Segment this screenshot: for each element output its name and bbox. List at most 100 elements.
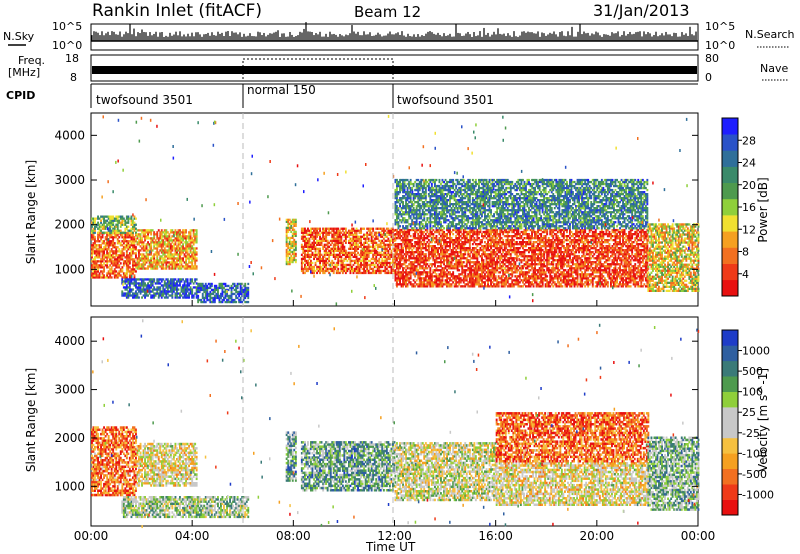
- heatmap-cell: [109, 223, 112, 226]
- heatmap-cell: [192, 265, 195, 268]
- heatmap-cell: [194, 278, 197, 281]
- heatmap-cell: [144, 290, 146, 293]
- heatmap-cell: [172, 239, 175, 242]
- heatmap-cell: [334, 227, 337, 230]
- heatmap-cell: [110, 217, 113, 220]
- heatmap-cell: [154, 241, 157, 244]
- heatmap-cell: [502, 241, 505, 244]
- heatmap-cell: [121, 215, 124, 218]
- heatmap-cell: [287, 220, 290, 223]
- heatmap-cell: [142, 265, 145, 268]
- heatmap-cell: [163, 229, 166, 232]
- heatmap-cell: [204, 300, 207, 304]
- heatmap-cell: [213, 290, 216, 294]
- heatmap-cell: [417, 269, 420, 272]
- heatmap-cell: [156, 231, 159, 234]
- heatmap-cell: [128, 262, 131, 265]
- heatmap-cell: [200, 282, 203, 286]
- heatmap-cell: [406, 265, 409, 268]
- heatmap-cell: [392, 261, 394, 265]
- heatmap-cell: [110, 248, 113, 251]
- heatmap-cell: [182, 292, 184, 295]
- heatmap-cell: [331, 233, 334, 236]
- heatmap-cell: [191, 288, 194, 291]
- heatmap-cell: [338, 253, 341, 256]
- heatmap-cell: [165, 251, 168, 254]
- heatmap-cell: [168, 235, 171, 238]
- heatmap-cell: [191, 267, 194, 270]
- heatmap-cell: [172, 257, 175, 260]
- heatmap-cell: [144, 239, 146, 242]
- heatmap-cell: [133, 225, 136, 228]
- heatmap-cell: [335, 265, 338, 269]
- heatmap-cell: [443, 269, 445, 272]
- heatmap-cell: [183, 284, 186, 287]
- heatmap-cell: [109, 244, 112, 247]
- heatmap-cell: [172, 284, 175, 287]
- heatmap-cell: [204, 282, 207, 286]
- heatmap-cell: [236, 290, 239, 294]
- heatmap-cell: [136, 259, 139, 262]
- heatmap-cell: [118, 215, 121, 218]
- heatmap-cell: [101, 272, 104, 275]
- heatmap-cell: [172, 261, 175, 264]
- heatmap-cell: [159, 237, 162, 240]
- heatmap-cell: [387, 237, 390, 240]
- heatmap-cell: [195, 247, 198, 250]
- heatmap-cell: [373, 251, 376, 254]
- heatmap-cell: [141, 243, 143, 246]
- heatmap-cell: [127, 280, 130, 283]
- heatmap-cell: [509, 255, 512, 258]
- heatmap-cell: [133, 292, 136, 295]
- heatmap-cell: [166, 243, 169, 246]
- heatmap-cell: [361, 263, 364, 267]
- heatmap-cell: [300, 231, 303, 234]
- heatmap-cell: [471, 265, 474, 268]
- heatmap-cell: [218, 294, 221, 298]
- heatmap-cell: [107, 234, 110, 237]
- heatmap-cell: [224, 288, 227, 292]
- heatmap-cell: [323, 231, 326, 234]
- heatmap-cell: [98, 260, 101, 263]
- heatmap-cell: [366, 253, 369, 256]
- heatmap-cell: [179, 235, 181, 238]
- heatmap-cell: [125, 272, 128, 275]
- heatmap-cell: [348, 251, 350, 254]
- heatmap-cell: [325, 253, 328, 256]
- heatmap-cell: [326, 251, 329, 254]
- heatmap-cell: [456, 267, 459, 270]
- heatmap-cell: [171, 280, 174, 283]
- heatmap-cell: [165, 231, 168, 234]
- heatmap-cell: [499, 263, 502, 266]
- heatmap-cell: [311, 243, 314, 246]
- heatmap-cell: [118, 258, 121, 261]
- heatmap-cell: [103, 248, 105, 251]
- heatmap-cell: [94, 262, 96, 265]
- heatmap-cell: [139, 292, 142, 295]
- heatmap-cell: [382, 251, 385, 254]
- heatmap-cell: [456, 285, 459, 288]
- heatmap-cell: [388, 255, 391, 258]
- heatmap-cell: [293, 230, 296, 233]
- heatmap-cell: [156, 282, 159, 285]
- heatmap-cell: [103, 274, 105, 277]
- heatmap-cell: [319, 271, 321, 275]
- heatmap-cell: [103, 231, 105, 234]
- heatmap-cell: [373, 257, 376, 261]
- heatmap-cell: [455, 257, 458, 260]
- heatmap-cell: [204, 284, 207, 288]
- heatmap-cell: [135, 270, 137, 273]
- heatmap-cell: [125, 292, 128, 295]
- heatmap-cell: [177, 259, 180, 262]
- heatmap-cell: [444, 239, 447, 242]
- heatmap-cell: [127, 221, 130, 224]
- heatmap-cell: [493, 259, 495, 262]
- heatmap-cell: [188, 255, 190, 258]
- heatmap-cell: [162, 265, 165, 268]
- heatmap-cell: [363, 241, 365, 244]
- heatmap-cell: [453, 253, 456, 256]
- heatmap-cell: [163, 259, 166, 262]
- heatmap-cell: [157, 263, 160, 266]
- heatmap-cell: [165, 229, 168, 232]
- heatmap-cell: [133, 274, 136, 277]
